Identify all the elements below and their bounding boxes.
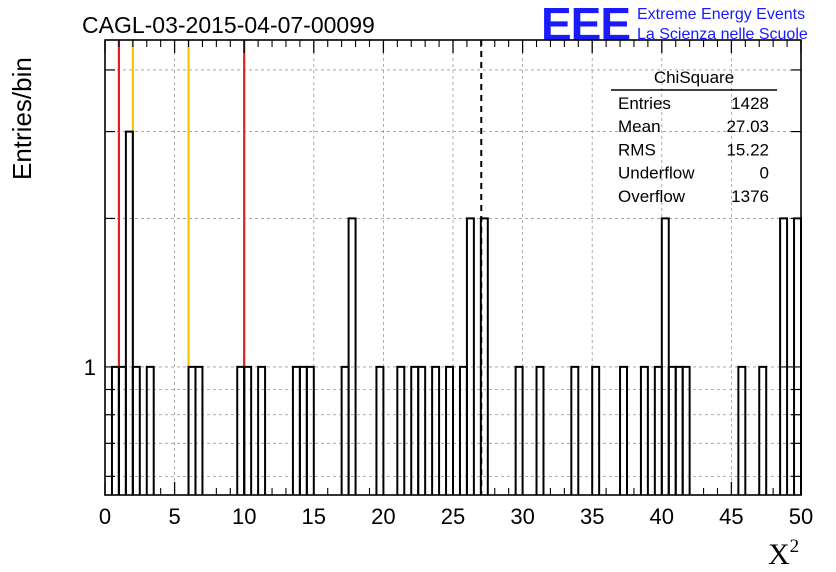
eee-logo: EEE: [541, 0, 630, 50]
y-axis-title: Entries/bin: [7, 57, 37, 180]
histogram-bin: [124, 130, 134, 495]
histogram-bin: [340, 365, 350, 495]
y-tick-label: 1: [84, 355, 96, 380]
histogram-bin: [779, 217, 789, 495]
x-tick-label: 30: [510, 504, 534, 529]
histogram-bin: [667, 365, 677, 495]
stats-title: ChiSquare: [654, 68, 734, 87]
x-axis-title: X2: [768, 536, 799, 571]
stats-row-value: 15.22: [726, 140, 769, 159]
y-tick-labels: 1: [84, 355, 96, 380]
histogram-bin: [514, 365, 524, 495]
histogram-bin: [305, 365, 315, 495]
histogram-bin: [619, 365, 628, 495]
x-tick-label: 35: [580, 504, 604, 529]
histogram-bin: [291, 365, 301, 495]
axis-ticks: [104, 40, 802, 495]
stats-row-label: Mean: [618, 117, 661, 136]
histogram-bin: [674, 365, 684, 495]
histogram-bin: [479, 217, 489, 495]
histogram-bin: [681, 365, 691, 495]
stats-row-value: 1428: [731, 94, 769, 113]
histogram-bin: [194, 365, 204, 495]
stats-row-value: 1376: [731, 187, 769, 206]
histogram-bin: [347, 217, 357, 495]
x-tick-label: 10: [232, 504, 256, 529]
x-tick-label: 50: [789, 504, 813, 529]
histogram-bin: [570, 365, 580, 495]
histogram-bin: [298, 365, 308, 495]
histogram-bin: [417, 365, 427, 495]
histogram-bin: [653, 365, 663, 495]
stats-box: ChiSquare Entries 1428 Mean 27.03 RMS 15.22 Un…: [611, 68, 777, 206]
histogram-bin: [396, 365, 406, 495]
x-tick-label: 15: [302, 504, 326, 529]
x-tick-label: 0: [99, 504, 111, 529]
histogram-bin: [410, 365, 420, 495]
stats-row-value: 0: [760, 164, 769, 183]
x-tick-label: 40: [650, 504, 674, 529]
brand-line-1: Extreme Energy Events: [637, 6, 805, 23]
histogram-bin: [145, 365, 155, 495]
x-axis-title-superscript: 2: [790, 536, 800, 557]
histogram-bin: [375, 365, 385, 495]
run-title: CAGL-03-2015-04-07-00099: [82, 12, 375, 38]
x-tick-label: 25: [441, 504, 465, 529]
histogram-bin: [243, 365, 253, 495]
histogram-bin: [431, 365, 441, 495]
stats-row-value: 27.03: [726, 117, 769, 136]
x-tick-label: 45: [719, 504, 743, 529]
x-tick-label: 20: [371, 504, 395, 529]
histogram-bin: [445, 365, 454, 495]
histogram-bin: [639, 365, 649, 495]
x-tick-labels: 0 5 10 15 20 25 30 35 40 45 50: [99, 504, 813, 529]
x-axis-title-base: X: [768, 538, 790, 571]
histogram-bin: [758, 365, 768, 495]
histogram-bin: [793, 217, 802, 495]
x-tick-label: 5: [168, 504, 180, 529]
histogram-bin: [465, 217, 475, 495]
stats-row-label: Underflow: [618, 164, 695, 183]
histogram-bin: [257, 365, 267, 495]
histogram-series: [110, 130, 802, 495]
brand-line-2: La Scienza nelle Scuole: [637, 26, 808, 43]
histogram-bin: [131, 365, 141, 495]
stats-rows: Entries 1428 Mean 27.03 RMS 15.22 Underflow 0 Ov…: [618, 94, 769, 206]
histogram-bin: [591, 365, 601, 495]
histogram-bin: [458, 365, 468, 495]
stats-row-label: Entries: [618, 94, 671, 113]
stats-row-label: RMS: [618, 140, 656, 159]
stats-row-label: Overflow: [618, 187, 686, 206]
histogram-bin: [737, 365, 747, 495]
histogram-bin: [660, 217, 670, 495]
histogram-bin: [535, 365, 545, 495]
